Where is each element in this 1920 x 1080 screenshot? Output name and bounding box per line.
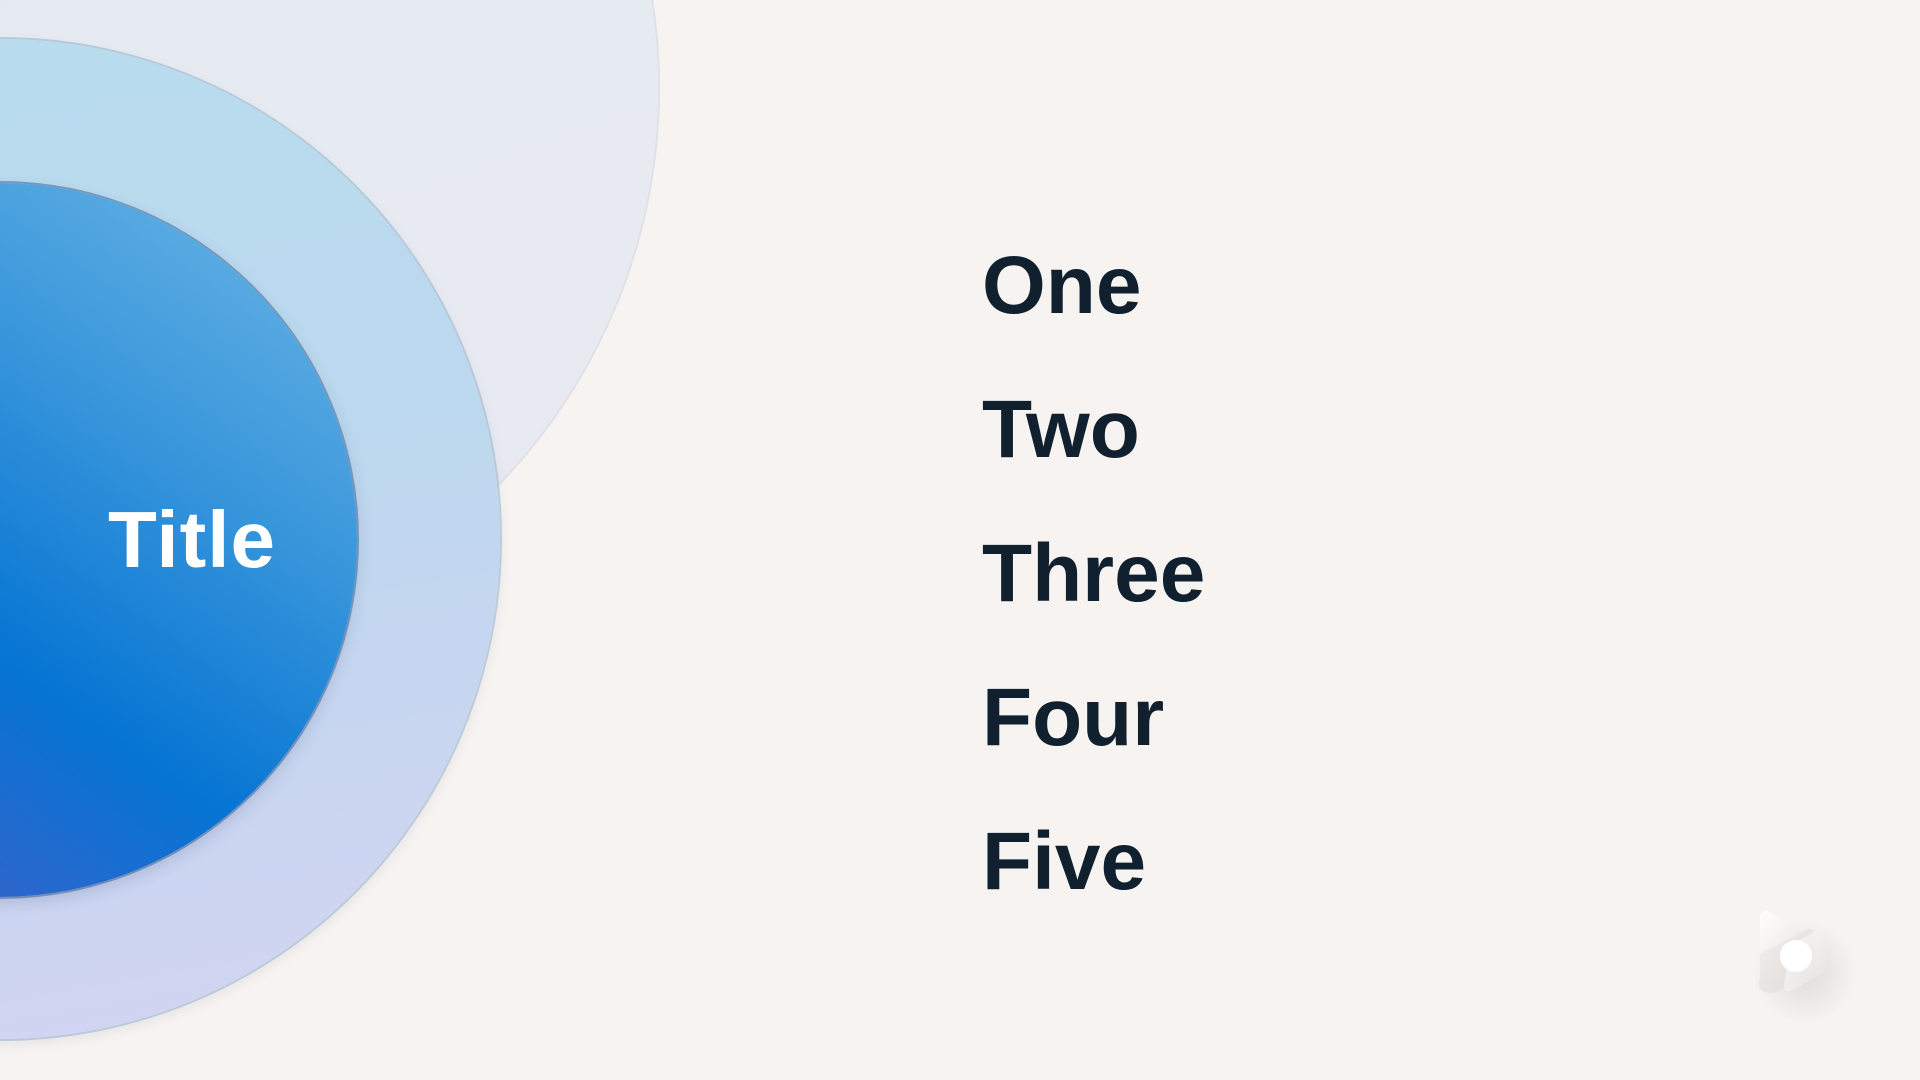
app-logo-icon	[1740, 900, 1860, 1020]
list-item-three: Three	[982, 528, 1205, 672]
list-item-two: Two	[982, 384, 1205, 528]
item-list: One Two Three Four Five	[982, 240, 1205, 960]
circle-title: Title	[108, 500, 276, 580]
list-item-five: Five	[982, 816, 1205, 960]
list-item-four: Four	[982, 672, 1205, 816]
list-item-one: One	[982, 240, 1205, 384]
logo-mark	[1740, 900, 1860, 1020]
